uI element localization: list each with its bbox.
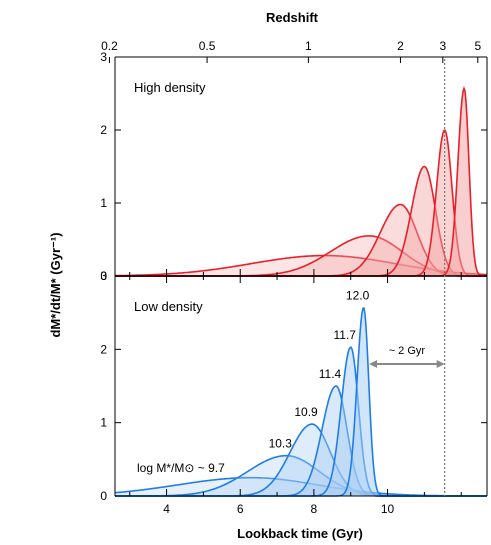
series-fill (115, 204, 487, 276)
gap-label: ~ 2 Gyr (389, 345, 426, 357)
redshift-tick-label: 3 (439, 39, 446, 53)
panel-label: Low density (134, 299, 203, 314)
y-axis-title: dM*/dt/M* (Gyr⁻¹) (48, 232, 63, 337)
y-tick-label: 1 (100, 416, 107, 430)
series-fill (115, 455, 487, 496)
mass-label: 10.3 (269, 437, 293, 451)
low-density-panel: 0 1 2 3 Low density log M*/M⊙ ~ 9.7 10.3 10.9 11… (100, 269, 487, 503)
mass-label: log M*/M⊙ ~ 9.7 (137, 461, 225, 475)
x-tick-label: 4 (163, 502, 170, 516)
x-tick-label: 8 (311, 502, 318, 516)
series-fill (115, 424, 487, 496)
redshift-axis: 0.2 0.5 1 2 3 5 (101, 39, 487, 63)
y-tick-label: 3 (100, 50, 107, 64)
x-tick-label: 10 (381, 502, 395, 516)
redshift-tick-label: 0.2 (101, 39, 118, 53)
redshift-tick-label: 1 (305, 39, 312, 53)
y-tick-label: 0 (100, 269, 107, 283)
y-tick-label: 0 (100, 489, 107, 503)
mass-label: 10.9 (294, 405, 318, 419)
redshift-tick-label: 5 (474, 39, 481, 53)
mass-label: 12.0 (346, 289, 370, 303)
mass-label: 11.7 (333, 328, 356, 342)
gap-arrow-head-right (436, 360, 445, 368)
high-density-panel: 0 1 2 3 High density (100, 50, 487, 283)
panel-label: High density (134, 80, 206, 95)
mass-label: 11.4 (319, 367, 342, 381)
x-axis-title: Lookback time (Gyr) (237, 526, 363, 541)
y-tick-label: 3 (100, 269, 107, 283)
gap-arrow-head-left (369, 360, 378, 368)
y-tick-label: 2 (100, 342, 107, 356)
lookback-time-axis: 4 6 8 10 (114, 57, 488, 516)
y-tick-label: 2 (100, 123, 107, 137)
redshift-tick-label: 2 (397, 39, 404, 53)
redshift-axis-title: Redshift (266, 10, 319, 25)
annotations: ~ 2 Gyr (369, 59, 446, 496)
x-tick-label: 6 (237, 502, 244, 516)
series-fill (115, 166, 487, 276)
y-tick-label: 1 (100, 196, 107, 210)
redshift-tick-label: 0.5 (199, 39, 216, 53)
